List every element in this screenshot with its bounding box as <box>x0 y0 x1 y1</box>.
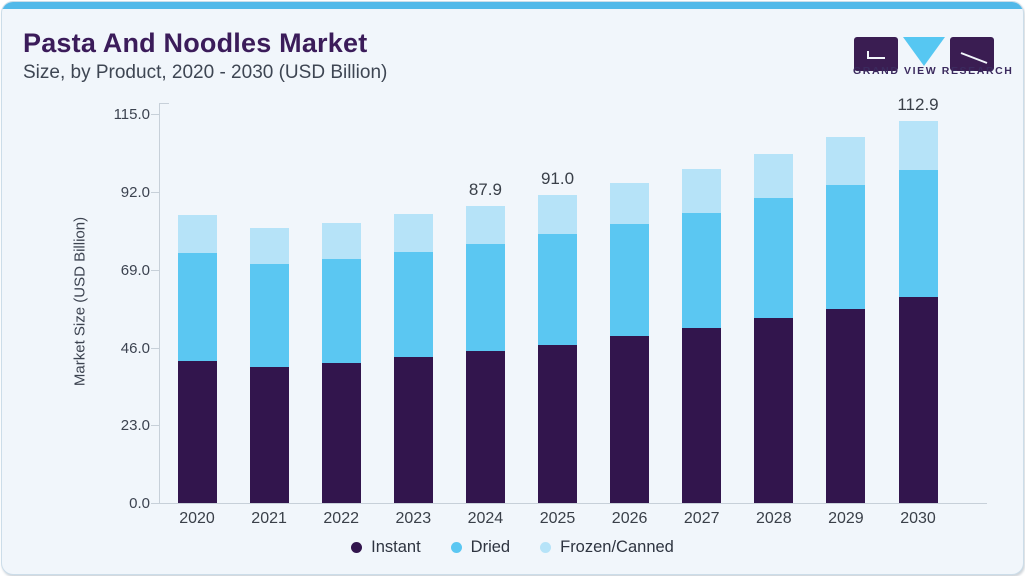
bar-segment-dried <box>682 212 722 328</box>
legend-swatch-icon <box>450 542 462 553</box>
bar-segment-frozen-canned <box>610 182 650 225</box>
bar-segment-dried <box>321 258 361 363</box>
bar-segment-frozen-canned <box>538 195 577 235</box>
x-tick-label: 2028 <box>756 510 792 527</box>
top-accent-bar <box>2 2 1023 9</box>
y-tick-label: 92.0 <box>120 184 150 202</box>
bar-segment-instant <box>249 367 289 503</box>
x-tick-label: 2022 <box>323 510 359 527</box>
bar-segment-frozen-canned <box>249 227 289 264</box>
y-tick <box>151 269 159 271</box>
y-tick <box>151 347 159 349</box>
bar-segment-frozen-canned <box>177 215 217 253</box>
x-tick-label: 2024 <box>467 510 504 527</box>
y-tick-label: 69.0 <box>120 261 150 279</box>
bar-value-label: 112.9 <box>897 95 939 115</box>
chart-legend: Instant Dried Frozen/Canned <box>2 538 1023 557</box>
bar-segment-frozen-canned <box>465 205 505 245</box>
bar-segment-dried <box>177 252 217 362</box>
y-tick-label: 115.0 <box>113 106 150 124</box>
x-tick-label: 2025 <box>539 510 576 527</box>
x-axis-line <box>151 503 987 504</box>
bar-segment-instant <box>898 296 938 503</box>
bar-segment-frozen-canned <box>321 223 361 259</box>
page-title: Pasta And Noodles Market <box>23 28 368 58</box>
y-axis-title: Market Size (USD Billion) <box>71 216 89 387</box>
bar-segment-instant <box>826 308 866 503</box>
x-tick-label: 2020 <box>179 510 215 527</box>
bar-segment-dried <box>465 244 505 352</box>
legend-item-frozen-canned: Frozen/Canned <box>540 538 674 557</box>
legend-label: Frozen/Canned <box>560 538 674 556</box>
legend-item-dried: Dried <box>450 538 511 557</box>
bar-segment-dried <box>610 224 650 337</box>
y-tick-label: 0.0 <box>129 495 150 512</box>
bar-segment-instant <box>177 361 217 503</box>
y-tick <box>151 114 159 116</box>
bar-segment-instant <box>465 351 505 503</box>
y-axis-line <box>159 103 160 503</box>
legend-item-instant: Instant <box>351 538 421 557</box>
bar-segment-dried <box>249 263 289 368</box>
page-subtitle: Size, by Product, 2020 - 2030 (USD Billi… <box>23 62 388 83</box>
bar-segment-frozen-canned <box>898 121 938 170</box>
y-tick <box>151 425 159 427</box>
logo-wordmark: GRAND VIEW RESEARCH <box>853 65 1014 77</box>
bar-segment-instant <box>754 318 794 503</box>
x-tick-label: 2029 <box>828 510 864 527</box>
bar-segment-instant <box>610 336 650 503</box>
grand-view-research-logo-icon <box>854 37 994 71</box>
bar-segment-frozen-canned <box>682 169 722 213</box>
x-tick-label: 2030 <box>900 510 936 527</box>
bar-segment-frozen-canned <box>754 153 794 199</box>
bar-segment-instant <box>538 344 577 503</box>
bar-segment-dried <box>826 184 866 309</box>
legend-label: Dried <box>470 538 511 556</box>
legend-label: Instant <box>371 538 421 556</box>
bar-value-label: 91.0 <box>540 169 575 189</box>
x-tick-label: 2023 <box>395 510 432 527</box>
bar-segment-dried <box>393 251 433 357</box>
bar-segment-instant <box>321 362 361 503</box>
legend-swatch-icon <box>351 542 363 553</box>
bar-segment-dried <box>538 234 577 345</box>
legend-swatch-icon <box>540 542 552 553</box>
y-axis-top-tick <box>159 103 169 104</box>
x-tick-label: 2026 <box>611 510 648 527</box>
bar-segment-instant <box>393 356 433 503</box>
bar-value-label: 87.9 <box>468 179 502 199</box>
x-tick-label: 2027 <box>683 510 720 527</box>
bar-segment-dried <box>754 198 794 319</box>
y-tick <box>151 192 159 194</box>
bar-segment-dried <box>898 169 938 297</box>
y-tick-label: 23.0 <box>120 417 150 435</box>
x-tick-label: 2021 <box>251 510 287 527</box>
bar-segment-instant <box>682 327 722 503</box>
y-tick-label: 46.0 <box>120 339 150 357</box>
bar-segment-frozen-canned <box>393 213 433 252</box>
bar-segment-frozen-canned <box>826 136 866 185</box>
